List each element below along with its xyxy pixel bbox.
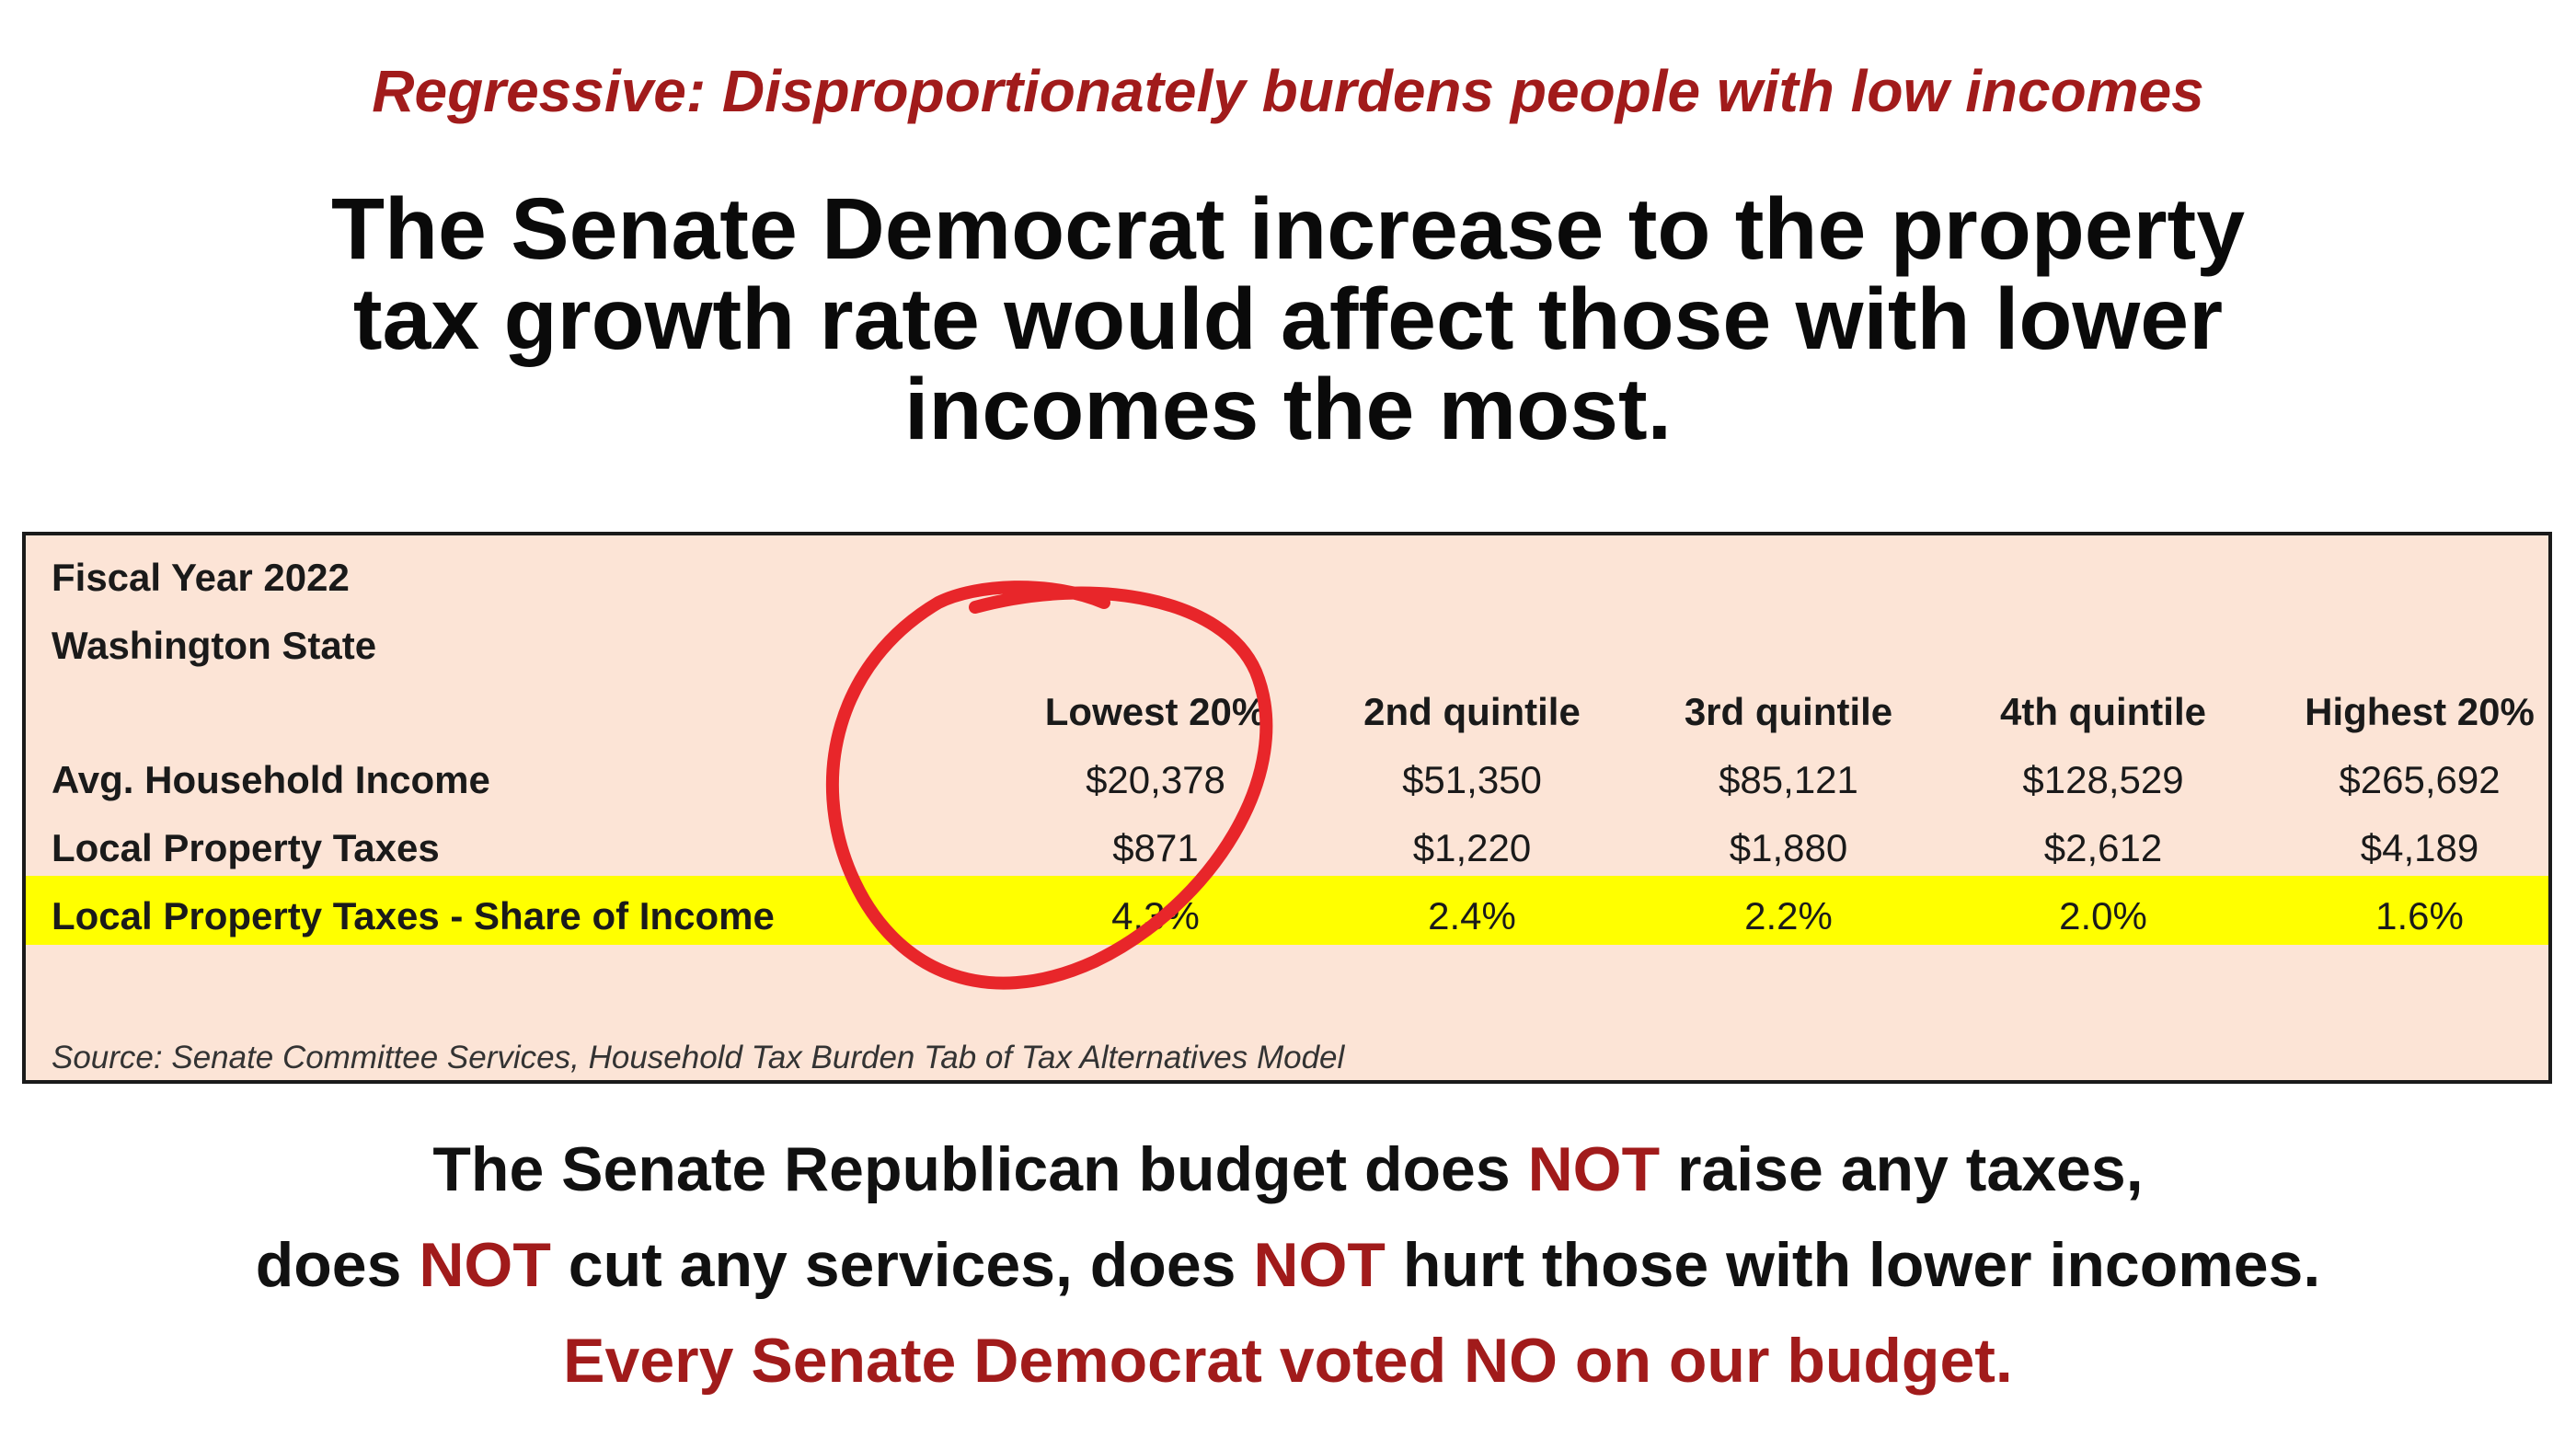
table-cell: $20,378 [1086,758,1225,801]
row-label-property-taxes: Local Property Taxes [52,826,440,869]
table-cell: $51,350 [1402,758,1542,801]
table-cell: $1,220 [1412,826,1532,869]
not-emphasis: NOT [419,1230,551,1300]
table-cell: 2.2% [1744,894,1833,937]
footer-line-1: The Senate Republican budget does NOT ra… [432,1134,2144,1204]
table-cell: $85,121 [1719,758,1858,801]
not-emphasis: NOT [1253,1230,1386,1300]
fiscal-year-label: Fiscal Year 2022 [52,556,350,599]
row-label-income: Avg. Household Income [52,758,490,801]
headline-line-1: The Senate Democrat increase to the prop… [330,180,2246,278]
column-header-3rd: 3rd quintile [1684,690,1893,733]
table-cell: 2.4% [1428,894,1516,937]
table-cell: 1.6% [2375,894,2464,937]
tax-burden-table: Fiscal Year 2022 Washington State Lowest… [22,532,2552,1084]
footer-line-2: does NOT cut any services, does NOT hurt… [255,1230,2321,1300]
table-cell: $128,529 [2022,758,2184,801]
not-emphasis: NOT [1527,1134,1661,1204]
table-cell: $1,880 [1729,826,1848,869]
table-cell: $2,612 [2043,826,2163,869]
headline: The Senate Democrat increase to the prop… [276,184,2300,454]
source-note: Source: Senate Committee Services, House… [52,1040,1345,1075]
subtitle: Regressive: Disproportionately burdens p… [372,58,2204,124]
table-cell: 2.0% [2059,894,2147,937]
headline-line-3: incomes the most. [903,361,1673,458]
table-cell: $871 [1112,826,1199,869]
row-label-share-of-income: Local Property Taxes - Share of Income [52,894,775,937]
column-header-highest: Highest 20% [2305,690,2535,733]
table-cell: $265,692 [2339,758,2501,801]
column-header-4th: 4th quintile [2000,690,2206,733]
column-header-2nd: 2nd quintile [1363,690,1581,733]
share-of-income-highlight [26,876,2548,945]
table-cell: 4.3% [1111,894,1200,937]
headline-line-2: tax growth rate would affect those with … [352,270,2224,368]
footer-line-3: Every Senate Democrat voted NO on our bu… [563,1326,2013,1396]
state-label: Washington State [52,624,377,667]
column-header-lowest: Lowest 20% [1044,690,1267,733]
table-cell: $4,189 [2360,826,2479,869]
